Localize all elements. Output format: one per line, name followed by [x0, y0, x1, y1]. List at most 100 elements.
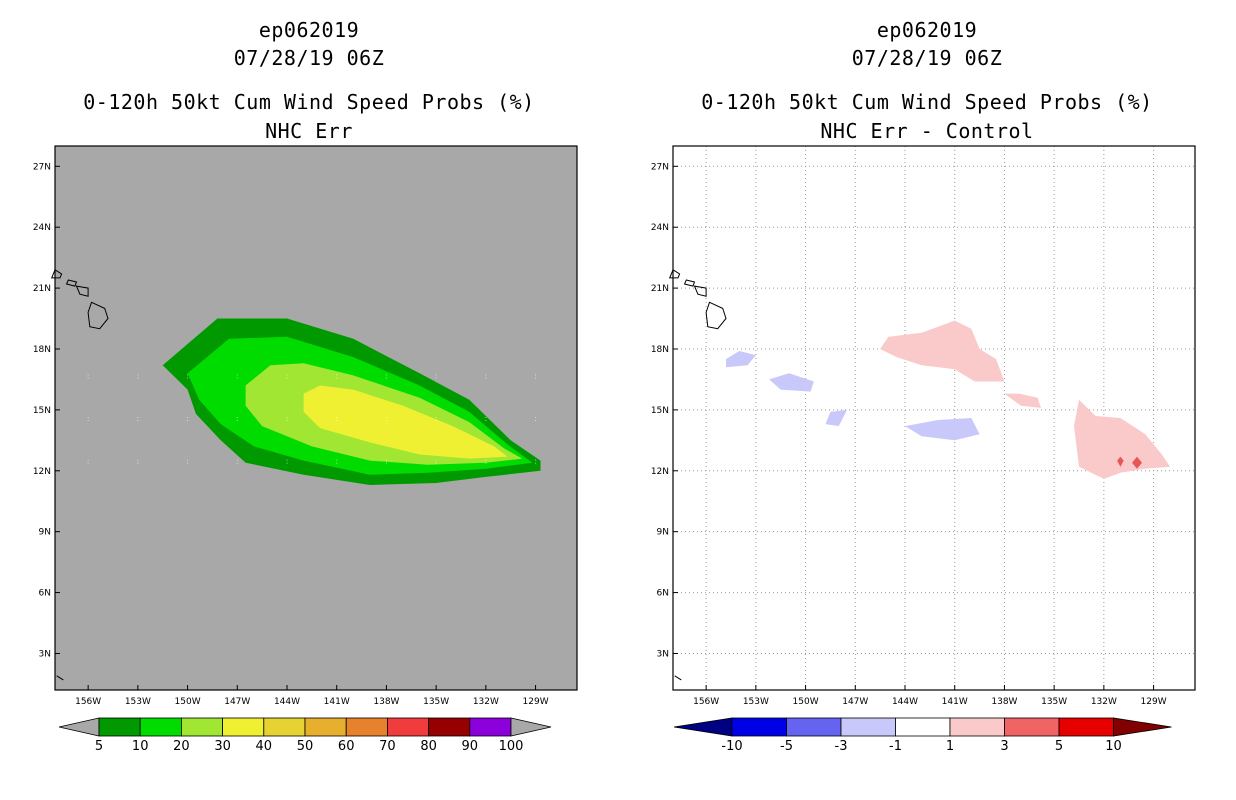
y-tick-label: 21N — [33, 284, 51, 294]
x-tick-label: 135W — [423, 697, 449, 707]
y-tick-label: 21N — [651, 284, 669, 294]
colorbar-over-arrow — [510, 717, 552, 737]
colorbar-label: -3 — [835, 739, 848, 754]
colorbar-label: 10 — [132, 739, 149, 754]
colorbar-swatch — [469, 717, 512, 737]
x-tick-label: 153W — [125, 697, 151, 707]
island-outline — [87, 301, 109, 330]
atoll-outline — [674, 675, 682, 681]
x-tick-label: 141W — [324, 697, 350, 707]
contour-region — [1132, 456, 1142, 469]
colorbar-swatch — [98, 717, 141, 737]
colorbar-swatch — [895, 717, 951, 737]
left-chart-title: 0-120h 50kt Cum Wind Speed Probs (%) — [83, 90, 535, 114]
x-tick-label: 135W — [1041, 697, 1067, 707]
y-tick-label: 12N — [33, 467, 51, 477]
colorbar-label: -10 — [721, 739, 742, 754]
colorbar-swatch — [1004, 717, 1060, 737]
colorbar-label: 5 — [1055, 739, 1063, 754]
left-storm-id: ep062019 — [258, 18, 360, 42]
right-storm-id: ep062019 — [876, 18, 978, 42]
x-tick-label: 138W — [991, 697, 1017, 707]
colorbar-swatch — [304, 717, 347, 737]
contour-region — [303, 385, 508, 459]
colorbar-swatch — [139, 717, 182, 737]
y-tick-label: 3N — [657, 649, 669, 659]
x-tick-label: 138W — [373, 697, 399, 707]
x-tick-label: 150W — [175, 697, 201, 707]
plot-frame — [54, 145, 578, 691]
colorbar-swatch — [949, 717, 1005, 737]
x-tick-label: 129W — [1141, 697, 1167, 707]
island-outline — [693, 285, 707, 297]
contour-region — [825, 409, 847, 427]
left-panel: ep062019 07/28/19 06Z 0-120h 50kt Cum Wi… — [33, 18, 578, 754]
colorbar-swatch — [428, 717, 471, 737]
colorbar-label: 90 — [462, 739, 479, 754]
colorbar-under-arrow — [58, 717, 100, 737]
x-tick-label: 129W — [523, 697, 549, 707]
contour-region — [905, 418, 980, 441]
right-panel: ep062019 07/28/19 06Z 0-120h 50kt Cum Wi… — [618, 0, 1236, 800]
island-outline — [705, 301, 727, 330]
x-tick-label: 156W — [75, 697, 101, 707]
colorbar-label: 70 — [379, 739, 396, 754]
colorbar-over-arrow — [1113, 717, 1172, 737]
y-tick-label: 24N — [33, 223, 51, 233]
y-tick-label: 15N — [651, 406, 669, 416]
y-tick-label: 6N — [39, 589, 51, 599]
y-tick-label: 18N — [651, 345, 669, 355]
y-tick-label: 9N — [657, 528, 669, 538]
colorbar-swatch — [345, 717, 388, 737]
colorbar-label: 1 — [946, 739, 954, 754]
colorbar-label: 60 — [338, 739, 355, 754]
right-map-chart: 156W 153W 150W 147W 144W 141W 138W 135W 132W 129W… — [651, 145, 1196, 754]
colorbar-swatch — [840, 717, 896, 737]
colorbar-swatch — [386, 717, 429, 737]
colorbar-label: 80 — [420, 739, 437, 754]
colorbar-swatch — [786, 717, 842, 737]
x-tick-label: 153W — [743, 697, 769, 707]
contour-region — [769, 373, 814, 392]
y-tick-label: 18N — [33, 345, 51, 355]
left-chart-subtitle: NHC Err — [265, 119, 353, 143]
colorbar-label: 100 — [499, 739, 524, 754]
colorbar-label: 3 — [1000, 739, 1008, 754]
colorbar-label: 10 — [1105, 739, 1122, 754]
y-tick-label: 15N — [33, 406, 51, 416]
colorbar-swatch — [1058, 717, 1114, 737]
left-map-chart: 156W 153W 150W 147W 144W 141W 138W 135W 132W 129W… — [33, 145, 578, 754]
contour-region — [726, 351, 756, 368]
colorbar-label: 30 — [214, 739, 231, 754]
right-datetime: 07/28/19 06Z — [851, 46, 1003, 70]
x-tick-label: 150W — [793, 697, 819, 707]
island-outline — [65, 279, 78, 287]
contour-region — [1117, 456, 1124, 467]
contour-region — [1074, 399, 1171, 479]
y-tick-label: 3N — [39, 649, 51, 659]
x-tick-label: 132W — [1091, 697, 1117, 707]
colorbar-swatch — [222, 717, 265, 737]
colorbar-label: 5 — [95, 739, 103, 754]
y-tick-label: 27N — [33, 162, 51, 172]
colorbar-label: 40 — [256, 739, 273, 754]
x-tick-label: 132W — [473, 697, 499, 707]
colorbar-swatch — [180, 717, 223, 737]
colorbar-label: 20 — [173, 739, 190, 754]
colorbar-label: 50 — [297, 739, 314, 754]
x-tick-label: 156W — [693, 697, 719, 707]
y-tick-label: 9N — [39, 528, 51, 538]
island-outline — [683, 279, 696, 287]
atoll-outline — [56, 675, 64, 681]
colorbar-label: -1 — [889, 739, 902, 754]
right-chart-title: 0-120h 50kt Cum Wind Speed Probs (%) — [701, 90, 1153, 114]
island-outline — [50, 269, 63, 279]
plot-frame — [672, 145, 1196, 691]
y-tick-label: 27N — [651, 162, 669, 172]
x-tick-label: 141W — [942, 697, 968, 707]
x-tick-label: 147W — [842, 697, 868, 707]
colorbar-swatch — [731, 717, 787, 737]
island-outline — [668, 269, 681, 279]
right-chart-subtitle: NHC Err - Control — [820, 119, 1034, 143]
colorbar-swatch — [263, 717, 306, 737]
